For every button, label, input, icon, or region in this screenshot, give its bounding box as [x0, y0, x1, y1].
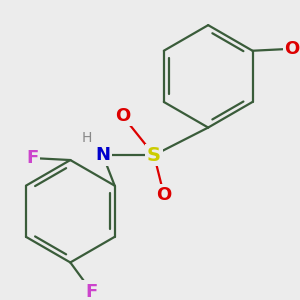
Text: N: N: [95, 146, 110, 164]
Text: O: O: [115, 107, 130, 125]
Text: F: F: [86, 283, 98, 300]
Text: S: S: [147, 146, 161, 165]
Text: H: H: [82, 131, 92, 146]
Text: O: O: [284, 40, 299, 58]
Text: O: O: [156, 185, 172, 203]
Text: F: F: [27, 149, 39, 167]
